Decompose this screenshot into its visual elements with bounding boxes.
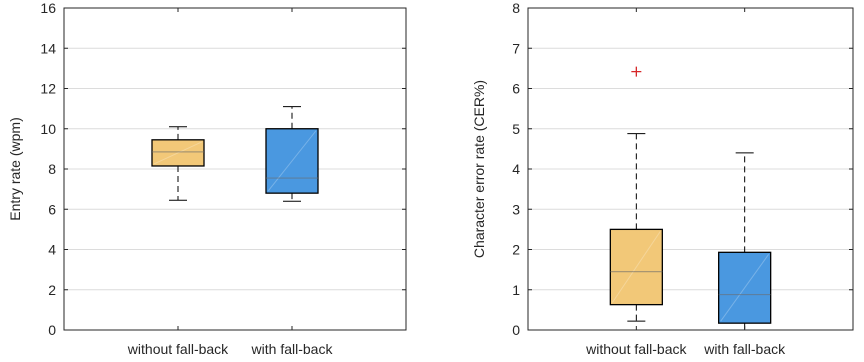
box-shine — [267, 130, 317, 192]
y-axis-label: Entry rate (wpm) — [7, 117, 23, 220]
chart-panel-2: 0 1 2 3 4 5 6 7 8 without fall-back with fall-back… — [471, 0, 854, 357]
y-tick-label: 8 — [512, 0, 520, 16]
chart-panel-1: 0 2 4 6 8 10 12 14 16 without fall-back with fall-… — [7, 0, 407, 357]
box-body — [718, 251, 772, 324]
x-tick-label: with fall-back — [251, 341, 334, 357]
y-tick-label: 6 — [48, 201, 56, 217]
y-tick-label: 3 — [512, 201, 520, 217]
x-tick-label: without fall-back — [585, 341, 687, 357]
box-shine — [611, 231, 661, 303]
y-tick-label: 14 — [40, 40, 56, 56]
outlier-marker — [631, 66, 642, 77]
y-axis-label: Character error rate (CER%) — [471, 80, 487, 258]
y-tick-label: 12 — [40, 81, 56, 97]
y-tick-label: 16 — [40, 0, 56, 16]
y-tick-label: 5 — [512, 121, 520, 137]
y-tick-label: 4 — [512, 161, 520, 177]
y-tick-label: 0 — [512, 322, 520, 338]
box-body — [609, 228, 663, 306]
y-tick-label: 10 — [40, 121, 56, 137]
y-tick-label: 6 — [512, 81, 520, 97]
y-tick-label: 0 — [48, 322, 56, 338]
y-tick-label: 2 — [512, 242, 520, 258]
box-body — [265, 128, 319, 194]
box-2 — [265, 106, 319, 202]
box-body — [151, 139, 205, 167]
box-shine — [720, 254, 770, 322]
y-tick-label: 7 — [512, 40, 520, 56]
x-tick-label: with fall-back — [703, 341, 786, 357]
y-tick-label: 8 — [48, 161, 56, 177]
box-shine — [153, 141, 203, 165]
box-1 — [609, 66, 663, 322]
box-1 — [151, 126, 205, 201]
x-tick-label: without fall-back — [127, 341, 229, 357]
y-tick-label: 2 — [48, 282, 56, 298]
y-tick-label: 4 — [48, 242, 56, 258]
y-tick-label: 1 — [512, 282, 520, 298]
